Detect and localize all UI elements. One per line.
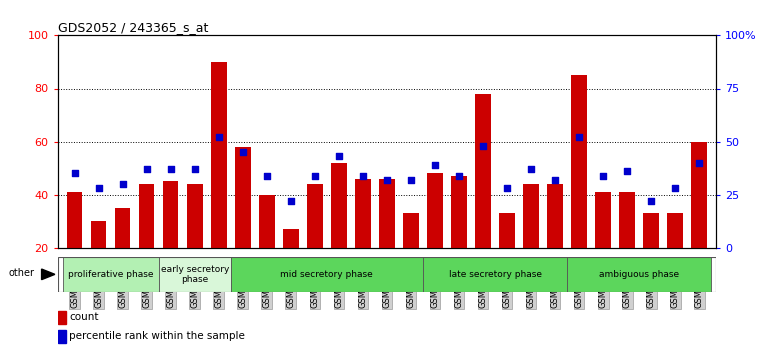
Point	[92, 185, 105, 191]
Bar	[67, 192, 82, 301]
Bar	[475, 94, 490, 301]
Text: ambiguous phase: ambiguous phase	[599, 270, 679, 279]
Point	[309, 173, 321, 178]
Bar	[619, 192, 635, 301]
Point	[621, 169, 634, 174]
Bar	[91, 221, 106, 301]
Text: percentile rank within the sample: percentile rank within the sample	[69, 331, 245, 341]
Bar	[451, 176, 467, 301]
Point	[116, 181, 129, 187]
Bar	[259, 195, 275, 301]
Point	[453, 173, 465, 178]
Point	[405, 177, 417, 183]
Polygon shape	[42, 269, 55, 280]
Bar	[159, 257, 231, 292]
Bar	[403, 213, 419, 301]
Bar	[231, 257, 423, 292]
Text: GDS2052 / 243365_s_at: GDS2052 / 243365_s_at	[58, 21, 208, 34]
Bar	[423, 257, 567, 292]
Bar	[283, 229, 299, 301]
Text: proliferative phase: proliferative phase	[68, 270, 153, 279]
Text: count: count	[69, 312, 99, 322]
Point	[69, 171, 81, 176]
Bar	[427, 173, 443, 301]
Bar	[307, 184, 323, 301]
Bar	[644, 213, 659, 301]
Bar	[62, 257, 159, 292]
Point	[645, 198, 658, 204]
Bar	[547, 184, 563, 301]
Bar	[668, 213, 683, 301]
Point	[333, 154, 345, 159]
Point	[285, 198, 297, 204]
Bar	[163, 181, 179, 301]
Text: early secretory
phase: early secretory phase	[160, 265, 229, 284]
Text: late secretory phase: late secretory phase	[449, 270, 541, 279]
Point	[549, 177, 561, 183]
Bar	[524, 184, 539, 301]
Bar	[379, 179, 395, 301]
Bar	[211, 62, 226, 301]
Point	[669, 185, 681, 191]
Bar	[595, 192, 611, 301]
Bar	[571, 75, 587, 301]
Bar	[331, 163, 347, 301]
Bar	[58, 311, 66, 324]
Bar	[567, 257, 711, 292]
Point	[693, 160, 705, 166]
Bar	[235, 147, 250, 301]
Point	[429, 162, 441, 168]
Bar	[499, 213, 515, 301]
Point	[140, 166, 152, 172]
Point	[380, 177, 393, 183]
Point	[477, 143, 489, 149]
Text: other: other	[8, 268, 35, 278]
Point	[213, 135, 225, 140]
Bar	[58, 330, 66, 343]
Bar	[355, 179, 370, 301]
Point	[189, 166, 201, 172]
Point	[525, 166, 537, 172]
Point	[260, 173, 273, 178]
Text: mid secretory phase: mid secretory phase	[280, 270, 373, 279]
Bar	[187, 184, 203, 301]
Point	[573, 135, 585, 140]
Point	[357, 173, 369, 178]
Point	[597, 173, 609, 178]
Bar	[139, 184, 155, 301]
Point	[165, 166, 177, 172]
Bar	[115, 208, 130, 301]
Bar	[691, 142, 707, 301]
Point	[236, 149, 249, 155]
Point	[501, 185, 514, 191]
